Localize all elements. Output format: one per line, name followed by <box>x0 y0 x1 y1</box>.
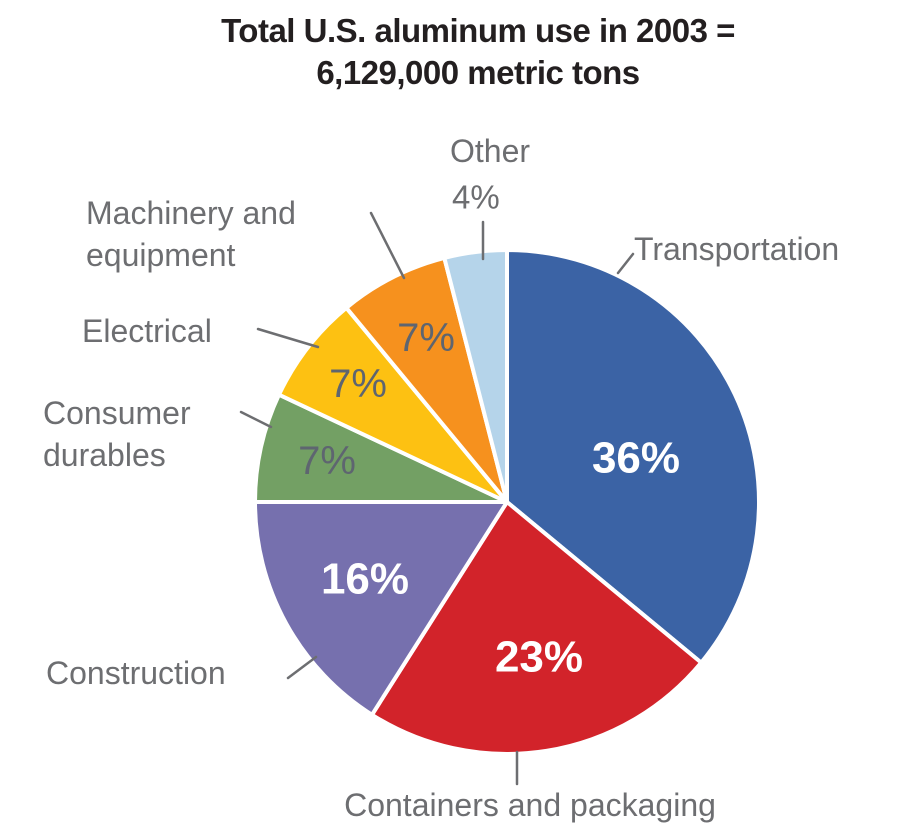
leader-line-consumer-durables <box>239 410 273 429</box>
pie-slice-construction <box>253 500 509 717</box>
label-transportation: Transportation <box>634 231 840 267</box>
leader-line-construction <box>286 655 318 680</box>
value-label-construction: 16% <box>321 555 409 604</box>
value-label-electrical: 7% <box>329 362 387 406</box>
label-consumer-durables: Consumer durables <box>43 395 191 473</box>
label-electrical: Electrical <box>82 313 212 349</box>
pie-slice-transportation <box>505 248 761 665</box>
label-containers-and-packaging: Containers and packaging <box>344 787 716 823</box>
value-label-other: 4% <box>452 179 500 216</box>
label-construction: Construction <box>46 655 226 691</box>
value-label-transportation: 36% <box>592 434 680 483</box>
value-label-machinery-and-equipment: 7% <box>397 316 455 360</box>
pie-slice-containers-and-packaging <box>369 500 704 756</box>
pie-slice-consumer-durables <box>253 392 509 504</box>
leader-line-electrical <box>256 327 320 349</box>
chart-title: Total U.S. aluminum use in 2003 = 6,129,… <box>100 10 856 94</box>
chart-title-line2: 6,129,000 metric tons <box>316 54 640 91</box>
pie-slice-electrical <box>276 305 509 504</box>
leader-line-machinery-and-equipment <box>369 211 406 280</box>
value-label-consumer-durables: 7% <box>298 439 356 483</box>
leader-line-transportation <box>616 252 635 275</box>
label-other: Other <box>450 133 531 169</box>
pie-slice-other <box>442 248 509 504</box>
chart-title-line1: Total U.S. aluminum use in 2003 = <box>221 12 735 49</box>
pie-slice-machinery-and-equipment <box>344 255 509 504</box>
label-machinery-and-equipment: Machinery and equipment <box>86 195 296 273</box>
value-label-containers-and-packaging: 23% <box>495 633 583 682</box>
